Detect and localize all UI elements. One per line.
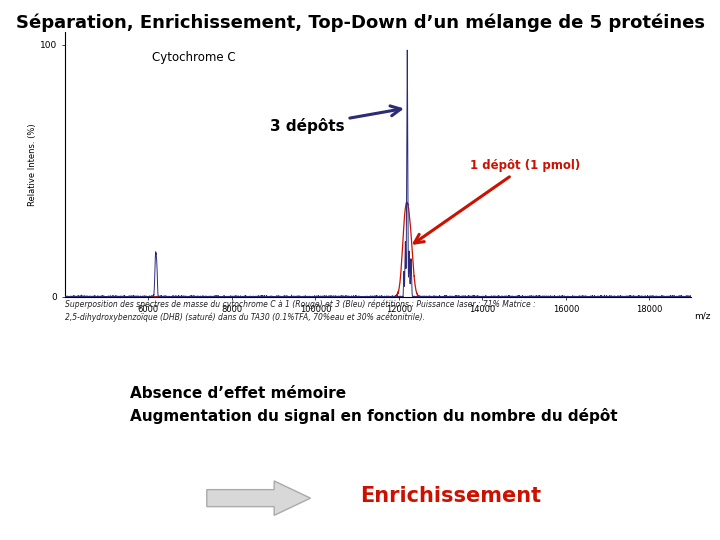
- Y-axis label: Relative Intens. (%): Relative Intens. (%): [28, 123, 37, 206]
- Text: Superposition des spectres de masse du cytochrome C à 1 (Rouge) et 3 (Bleu) répé: Superposition des spectres de masse du c…: [65, 300, 536, 322]
- Text: Augmentation du signal en fonction du nombre du dépôt: Augmentation du signal en fonction du no…: [130, 408, 617, 424]
- FancyArrow shape: [207, 481, 310, 515]
- Text: 1 dépôt (1 pmol): 1 dépôt (1 pmol): [415, 159, 580, 243]
- Text: Séparation, Enrichissement, Top-Down d’un mélange de 5 protéines: Séparation, Enrichissement, Top-Down d’u…: [16, 14, 704, 32]
- Text: 3 dépôts: 3 dépôts: [270, 106, 401, 133]
- Text: m/z: m/z: [694, 312, 711, 321]
- Text: Enrichissement: Enrichissement: [360, 485, 541, 506]
- Text: Cytochrome C: Cytochrome C: [153, 51, 236, 64]
- Text: Absence d’effet mémoire: Absence d’effet mémoire: [130, 386, 346, 401]
